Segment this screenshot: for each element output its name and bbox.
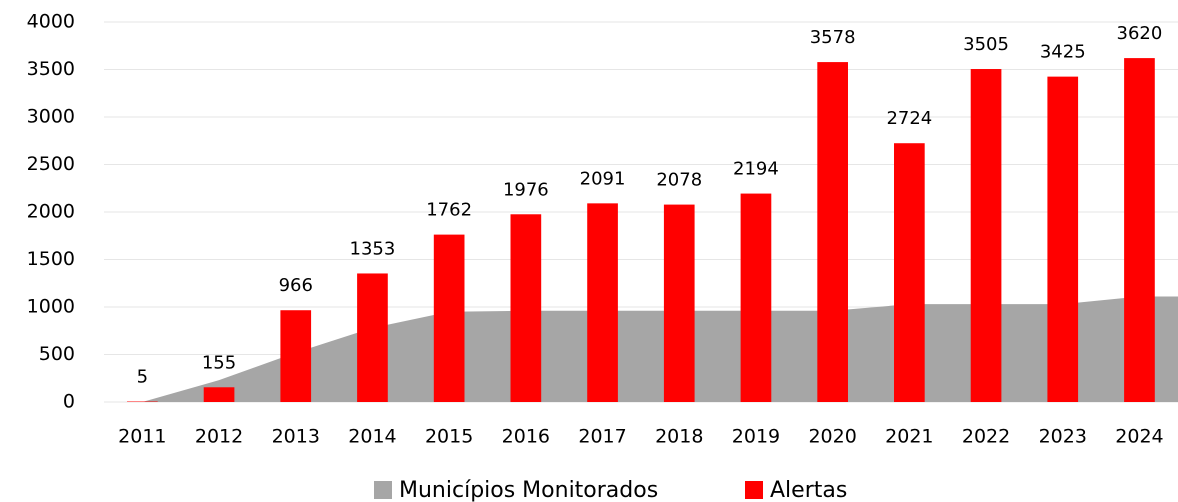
bar: [740, 193, 772, 402]
value-label: 1976: [503, 179, 549, 200]
y-tick-label: 2000: [27, 201, 75, 223]
x-tick-label: 2015: [425, 426, 473, 448]
legend-label: Municípios Monitorados: [399, 478, 658, 502]
x-tick-label: 2020: [808, 426, 856, 448]
y-tick-label: 4000: [27, 11, 75, 33]
bar: [970, 69, 1002, 403]
y-tick-label: 0: [63, 391, 75, 413]
x-tick-label: 2011: [118, 426, 166, 448]
x-tick-label: 2021: [885, 426, 933, 448]
x-tick-label: 2013: [272, 426, 320, 448]
value-label: 3620: [1117, 23, 1163, 44]
y-tick-label: 1000: [27, 296, 75, 318]
bar: [587, 203, 618, 402]
value-label: 2078: [656, 170, 702, 191]
bar: [280, 310, 312, 402]
x-tick-label: 2024: [1115, 426, 1163, 448]
value-label: 5: [137, 367, 148, 388]
bar: [433, 234, 465, 402]
x-tick-label: 2014: [348, 426, 396, 448]
bar: [894, 143, 925, 402]
y-tick-label: 3500: [27, 58, 75, 80]
y-tick-label: 1500: [27, 248, 75, 270]
x-tick-label: 2023: [1039, 426, 1087, 448]
y-tick-label: 500: [39, 343, 75, 365]
bar: [1047, 76, 1079, 402]
bar: [663, 204, 695, 402]
value-label: 1353: [350, 238, 396, 259]
value-label: 3425: [1040, 42, 1086, 63]
x-tick-label: 2017: [578, 426, 626, 448]
legend-label: Alertas: [770, 478, 847, 502]
x-tick-label: 2016: [502, 426, 550, 448]
bar: [203, 387, 235, 402]
value-label: 3578: [810, 27, 856, 48]
value-label: 2194: [733, 159, 779, 180]
value-label: 2091: [580, 168, 626, 189]
x-tick-label: 2019: [732, 426, 780, 448]
legend-swatch: [745, 481, 763, 499]
bar: [817, 62, 848, 403]
x-tick-label: 2012: [195, 426, 243, 448]
bar: [357, 273, 388, 402]
value-label: 1762: [426, 200, 472, 221]
legend-swatch: [374, 481, 392, 499]
y-tick-label: 3000: [27, 106, 75, 128]
x-tick-label: 2022: [962, 426, 1010, 448]
value-label: 3505: [963, 34, 1009, 55]
value-label: 155: [202, 352, 236, 373]
bar: [1124, 58, 1155, 402]
y-tick-label: 2500: [27, 153, 75, 175]
x-tick-label: 2018: [655, 426, 703, 448]
value-label: 966: [279, 275, 313, 296]
bar: [510, 214, 542, 402]
value-label: 2724: [886, 108, 932, 129]
